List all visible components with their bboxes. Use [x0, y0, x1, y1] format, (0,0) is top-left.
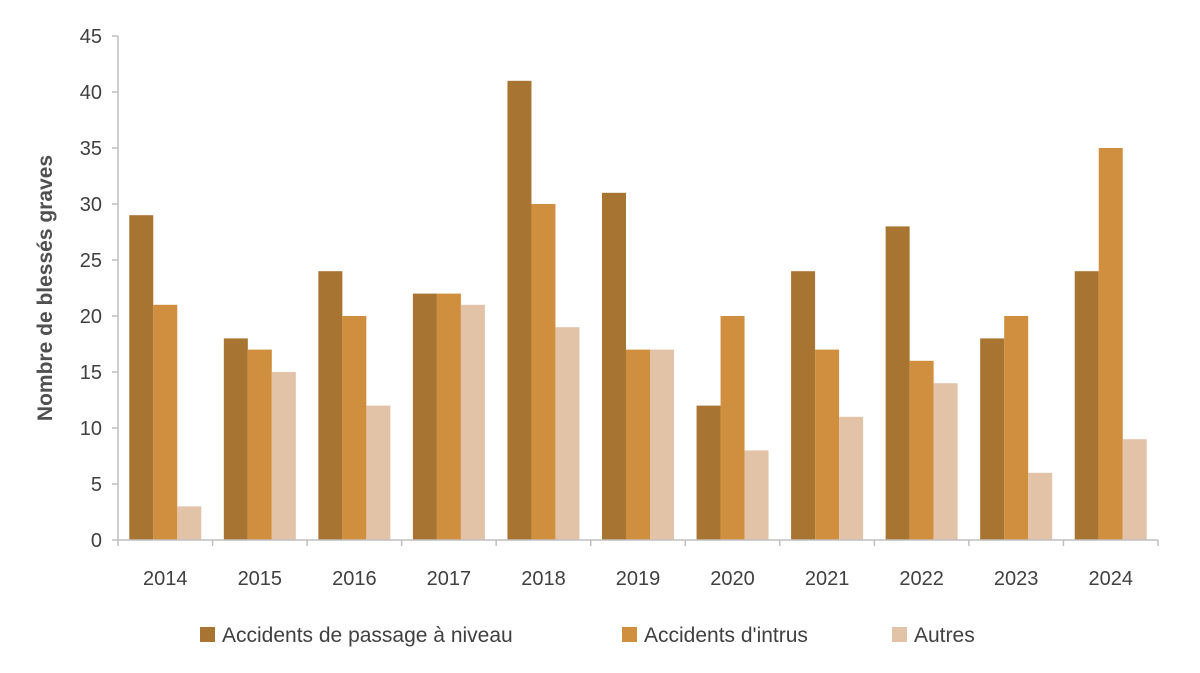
- bar-2017-series-1: [412, 293, 437, 540]
- bar-2022-series-2: [909, 360, 934, 540]
- bar-2017-series-2: [436, 293, 461, 540]
- x-tick-label: 2024: [1088, 568, 1133, 590]
- bar-2019-series-1: [602, 192, 626, 541]
- bar-2018-series-2: [531, 204, 556, 540]
- bar-2017-series-3: [460, 304, 485, 540]
- bar-2015-series-1: [223, 338, 248, 540]
- y-axis-title: Nombre de blessés graves: [34, 155, 57, 421]
- x-tick-label: 2022: [899, 568, 944, 590]
- x-tick-label: 2016: [332, 568, 377, 590]
- bar-2021-series-1: [791, 271, 816, 540]
- bar-2014-series-3: [177, 506, 202, 540]
- y-tick-label: 15: [80, 362, 102, 384]
- bar-2014-series-2: [153, 304, 178, 540]
- legend-swatch: [622, 627, 637, 642]
- y-tick-label: 0: [91, 530, 102, 552]
- bar-2023-series-2: [1004, 316, 1029, 540]
- bar-2024-series-2: [1098, 148, 1123, 540]
- y-tick-label: 30: [80, 194, 102, 216]
- bar-2018-series-3: [555, 327, 580, 540]
- legend-label: Accidents d'intrus: [644, 624, 808, 647]
- bar-2020-series-3: [744, 450, 769, 540]
- bar-2024-series-3: [1122, 439, 1147, 540]
- bar-2015-series-2: [247, 349, 272, 540]
- bar-2018-series-1: [507, 80, 532, 541]
- x-tick-label: 2020: [710, 568, 755, 590]
- y-axis-title-group: Nombre de blessés graves: [34, 155, 57, 421]
- bar-2021-series-3: [839, 416, 864, 540]
- bar-2014-series-1: [129, 215, 154, 540]
- x-axis: 2014 2015 2016 2017 2018 2019 2020 2021 2022 2023…: [117, 539, 1159, 590]
- y-tick-label: 45: [80, 26, 102, 48]
- bar-2015-series-3: [271, 372, 296, 540]
- legend-swatch: [892, 627, 907, 642]
- bar-2021-series-2: [815, 349, 840, 540]
- bar-2019-series-3: [650, 349, 674, 540]
- bar-2020-series-2: [720, 316, 745, 540]
- legend: Accidents de passage à niveau Accidents d…: [200, 624, 975, 647]
- y-tick-label: 40: [80, 82, 102, 104]
- legend-label: Autres: [914, 624, 975, 647]
- bar-2020-series-1: [696, 405, 721, 540]
- bar-2024-series-1: [1074, 271, 1099, 540]
- x-tick-label: 2019: [616, 568, 661, 590]
- bar-2016-series-2: [342, 316, 367, 540]
- x-tick-label: 2023: [994, 568, 1039, 590]
- bar-2016-series-3: [366, 405, 391, 540]
- bar-2019-series-2: [626, 349, 650, 540]
- bars: [129, 80, 1147, 541]
- bar-2022-series-1: [885, 226, 910, 540]
- y-tick-label: 5: [91, 474, 102, 496]
- bar-2016-series-1: [318, 271, 343, 540]
- legend-label: Accidents de passage à niveau: [222, 624, 513, 647]
- legend-swatch: [200, 627, 215, 642]
- x-tick-label: 2018: [521, 568, 566, 590]
- x-tick-label: 2014: [143, 568, 188, 590]
- x-tick-label: 2021: [805, 568, 850, 590]
- bar-2023-series-3: [1028, 472, 1053, 540]
- x-tick-label: 2017: [427, 568, 472, 590]
- y-axis-ticks: 0 5 10 15 20 25 30 35 40 45: [80, 26, 119, 552]
- x-tick-label: 2015: [238, 568, 283, 590]
- y-tick-label: 10: [80, 418, 102, 440]
- y-tick-label: 20: [80, 306, 102, 328]
- y-tick-label: 35: [80, 138, 102, 160]
- bar-2023-series-1: [980, 338, 1005, 540]
- y-tick-label: 25: [80, 250, 102, 272]
- bar-2022-series-3: [933, 383, 958, 540]
